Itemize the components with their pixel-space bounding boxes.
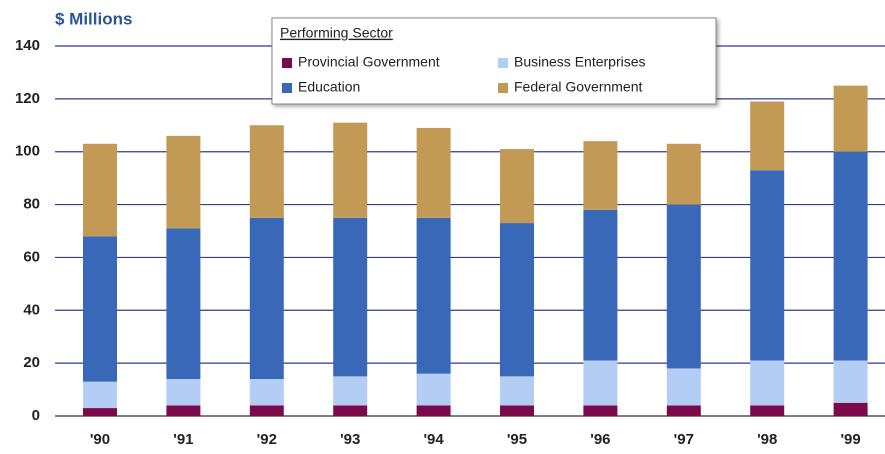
bar-segment: [833, 85, 868, 152]
y-axis-label: $ Millions: [55, 9, 132, 28]
bar-segment: [249, 405, 284, 416]
legend-swatch: [282, 83, 292, 93]
bar-segment: [666, 405, 701, 416]
bar-segment: [750, 101, 785, 171]
x-tick-label: '90: [90, 431, 110, 448]
bar-segment: [833, 402, 868, 416]
y-tick-label: 20: [23, 354, 40, 371]
bar-segment: [416, 405, 451, 416]
bar-segment: [750, 360, 785, 406]
legend-label: Provincial Government: [298, 54, 440, 70]
bar-segment: [166, 405, 201, 416]
bar-segment: [83, 236, 117, 382]
y-tick-label: 100: [15, 143, 40, 160]
legend: Performing Sector Provincial Government B…: [271, 17, 717, 105]
legend-label: Federal Government: [514, 79, 643, 95]
bar-segment: [583, 405, 618, 416]
x-tick-label: '95: [507, 431, 527, 448]
bar-segment: [249, 125, 284, 218]
bar-segment: [83, 381, 117, 409]
bar-segment: [583, 360, 618, 406]
plot-area: 0 20 40 60 80 100 120 140 '90 '91 '92 '93 '94 '95 '96 '…: [15, 37, 885, 448]
bar-segment: [500, 376, 534, 406]
y-tick-label: 0: [32, 407, 40, 424]
y-tick-label: 40: [23, 301, 40, 318]
bar-segment: [416, 373, 451, 406]
legend-label: Business Enterprises: [514, 54, 646, 70]
bar-segment: [333, 122, 368, 218]
bar-segment: [333, 405, 368, 416]
x-tick-label: '93: [340, 431, 360, 448]
legend-title: Performing Sector: [280, 25, 393, 41]
x-tick-label: '98: [757, 431, 777, 448]
bar-segment: [249, 379, 284, 406]
x-tick-label: '97: [674, 431, 694, 448]
y-tick-label: 120: [15, 90, 40, 107]
bar-segment: [83, 408, 117, 416]
bar-segment: [666, 368, 701, 406]
legend-box: [271, 17, 717, 105]
bar-segment: [333, 217, 368, 377]
bar-segment: [416, 217, 451, 374]
bar-segment: [500, 149, 534, 224]
legend-label: Education: [298, 79, 360, 95]
bar-segment: [416, 127, 451, 218]
bar-segment: [500, 223, 534, 377]
x-tick-label: '91: [173, 431, 193, 448]
bar-segment: [750, 170, 785, 361]
bar-segment: [166, 228, 201, 379]
x-tick-label: '94: [423, 431, 444, 448]
bar-segment: [666, 143, 701, 205]
legend-swatch: [282, 58, 292, 68]
bar-segment: [83, 143, 117, 237]
bar-segment: [333, 376, 368, 406]
legend-swatch: [498, 83, 508, 93]
bar-segment: [166, 135, 201, 229]
legend-swatch: [498, 58, 508, 68]
bar-segment: [500, 405, 534, 416]
bar-segment: [750, 405, 785, 416]
bar-segment: [583, 141, 618, 210]
x-tick-label: '96: [590, 431, 610, 448]
y-tick-label: 140: [15, 37, 40, 54]
x-tick-label: '99: [840, 431, 860, 448]
bar-segment: [833, 151, 868, 361]
y-tick-label: 80: [23, 196, 40, 213]
x-tick-label: '92: [257, 431, 277, 448]
y-tick-label: 60: [23, 248, 40, 265]
bar-segment: [666, 204, 701, 369]
bar-segment: [833, 360, 868, 403]
bar-segment: [249, 217, 284, 379]
bar-segment: [583, 209, 618, 361]
bar-segment: [166, 379, 201, 406]
